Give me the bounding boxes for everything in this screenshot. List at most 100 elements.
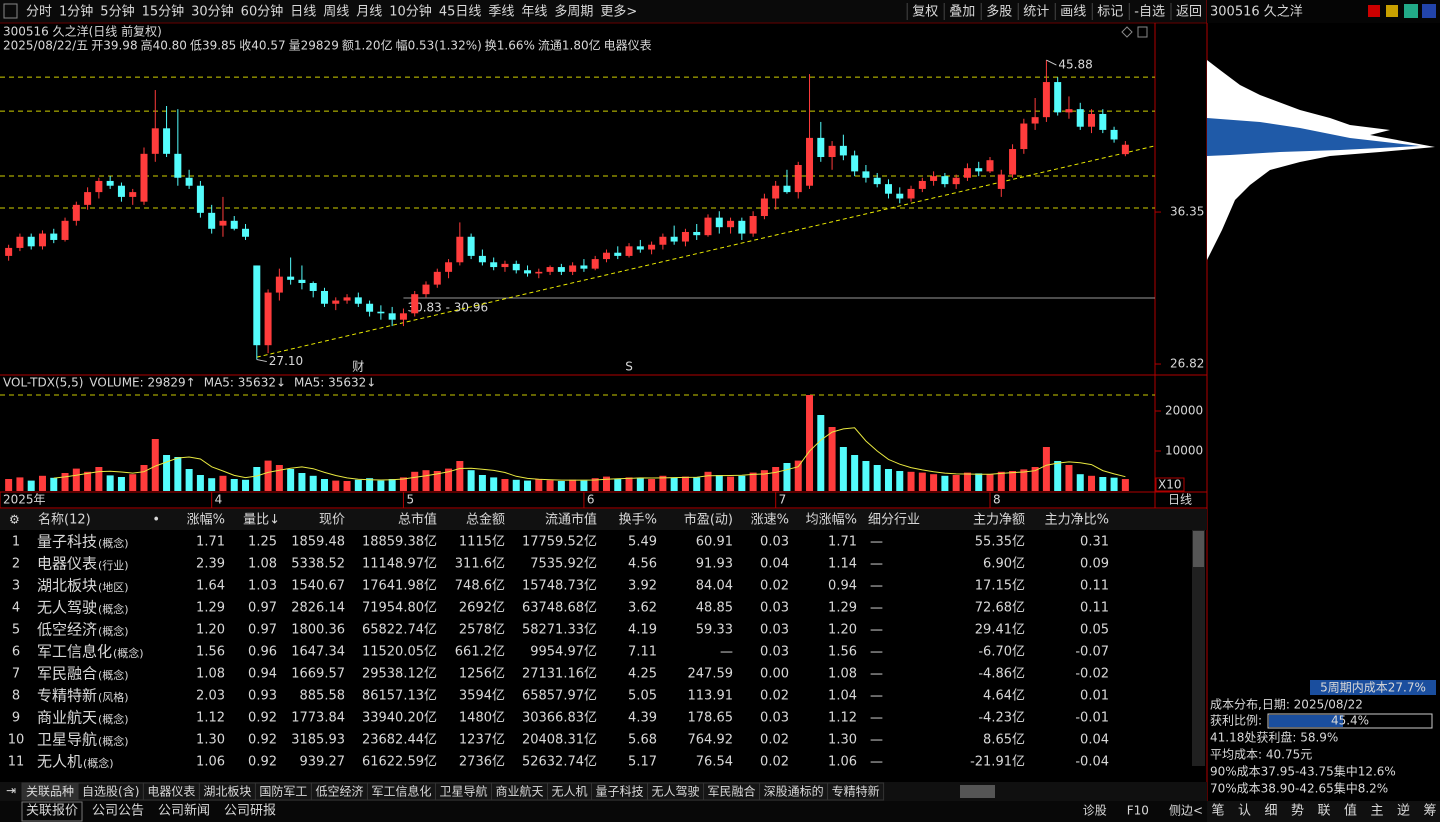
period-tab[interactable]: 多周期 (554, 4, 593, 20)
row-name[interactable]: 军民融合 (37, 665, 97, 683)
group-tab[interactable]: 无人机 (552, 785, 588, 799)
row-name[interactable]: 无人机 (37, 753, 82, 771)
period-tab[interactable]: 15分钟 (142, 4, 185, 20)
period-tab[interactable]: 更多> (600, 4, 637, 20)
table-header[interactable]: 现价 (319, 513, 345, 528)
period-tab[interactable]: 10分钟 (389, 4, 432, 20)
quote-info: 高40.80 (141, 38, 187, 53)
period-tab[interactable]: 周线 (323, 5, 349, 20)
settings-icon[interactable]: ⚙ (9, 513, 20, 527)
toolbar-icon[interactable] (3, 3, 18, 19)
event-marker[interactable]: 财 (352, 360, 364, 374)
table-header[interactable]: 量比↓ (243, 513, 280, 528)
group-tab[interactable]: 专精特新 (832, 784, 880, 799)
event-marker[interactable]: S (625, 360, 633, 374)
side-icon[interactable] (1368, 5, 1380, 17)
tool-button[interactable]: 画线 (1060, 5, 1086, 20)
group-tab[interactable]: 电器仪表 (147, 785, 195, 799)
side-button[interactable]: 笔 (1211, 803, 1224, 819)
tool-button[interactable]: 多股 (986, 4, 1012, 20)
chart-icon[interactable] (1137, 26, 1148, 38)
table-header[interactable]: 涨速% (751, 513, 789, 528)
table-header[interactable]: 换手% (619, 513, 657, 528)
row-name[interactable]: 电器仪表 (37, 555, 97, 573)
period-tab[interactable]: 季线 (488, 5, 514, 20)
group-tab[interactable]: 卫星导航 (439, 784, 487, 799)
period-tab[interactable]: 30分钟 (191, 4, 234, 20)
period-tab[interactable]: 月线 (356, 5, 382, 20)
group-tab[interactable]: 无人驾驶 (652, 784, 700, 799)
row-name[interactable]: 湖北板块 (37, 577, 97, 595)
tabs-icon[interactable]: ⇥ (6, 784, 16, 798)
tool-button[interactable]: 叠加 (949, 5, 975, 20)
side-button[interactable]: 逆 (1397, 803, 1410, 819)
row-name[interactable]: 商业航天 (37, 709, 97, 727)
bottom-tab[interactable]: 公司公告 (92, 804, 144, 819)
bottom-tab[interactable]: 公司研报 (224, 804, 276, 819)
group-tab[interactable]: 军民融合 (708, 784, 756, 799)
side-button[interactable]: 筹 (1423, 803, 1436, 819)
period-tab[interactable]: 1分钟 (59, 4, 93, 20)
chart-icon[interactable] (1121, 26, 1133, 38)
period-tab[interactable]: 日线 (290, 5, 316, 20)
row-name[interactable]: 无人驾驶 (37, 599, 97, 617)
side-button[interactable]: 细 (1264, 804, 1277, 819)
side-icon[interactable] (1422, 4, 1436, 18)
scrollbar-thumb[interactable] (1193, 531, 1204, 567)
tool-button[interactable]: -自选 (1134, 5, 1165, 20)
period-tab[interactable]: 5分钟 (100, 4, 134, 20)
side-button[interactable]: 认 (1238, 804, 1251, 819)
period-tab[interactable]: 分时 (26, 5, 52, 20)
table-header[interactable]: 均涨幅% (806, 513, 857, 528)
row-name[interactable]: 卫星导航 (37, 731, 97, 749)
group-tab[interactable]: 商业航天 (495, 784, 543, 799)
volume-bar (749, 472, 757, 491)
group-tab[interactable]: 深股通标的 (764, 784, 824, 799)
bottom-right-button[interactable]: 侧边< (1169, 804, 1203, 818)
bottom-tab[interactable]: 公司新闻 (158, 803, 210, 819)
table-cell: 29538.12亿 (362, 667, 437, 682)
group-tab[interactable]: 军工信息化 (371, 784, 431, 799)
group-tab[interactable]: 关联品种 (26, 785, 74, 799)
side-icon[interactable] (1386, 5, 1398, 17)
side-button[interactable]: 联 (1317, 804, 1330, 819)
tool-button[interactable]: 统计 (1023, 5, 1049, 20)
group-tab[interactable]: 国防军工 (259, 784, 307, 799)
bottom-right-button[interactable]: 诊股 (1083, 804, 1107, 818)
row-name[interactable]: 专精特新 (37, 687, 97, 705)
y-tick-label: 26.82 (1170, 357, 1204, 371)
table-header[interactable]: 主力净额 (973, 513, 1025, 528)
table-header[interactable]: 市盈(动) (684, 512, 733, 528)
row-name[interactable]: 量子科技 (37, 533, 97, 551)
table-header[interactable]: 总市值 (398, 512, 437, 528)
table-header[interactable]: 名称(12) (38, 512, 91, 528)
table-header[interactable]: 涨幅% (187, 513, 225, 528)
table-cell: 23682.44亿 (362, 733, 437, 748)
period-tab[interactable]: 45日线 (439, 5, 482, 20)
side-button[interactable]: 势 (1291, 803, 1304, 819)
row-name[interactable]: 军工信息化 (37, 643, 112, 661)
tool-button[interactable]: 返回 (1176, 5, 1202, 20)
group-tab[interactable]: 量子科技 (596, 785, 644, 799)
table-header[interactable]: • (152, 513, 160, 528)
candle-body (670, 236, 678, 242)
table-header[interactable]: 总金额 (466, 512, 505, 528)
group-tab[interactable]: 低空经济 (315, 784, 363, 799)
tabs-scroll[interactable] (960, 785, 995, 798)
period-tab[interactable]: 60分钟 (241, 4, 284, 20)
table-header[interactable]: 细分行业 (868, 513, 920, 528)
table-header[interactable]: 主力净比% (1045, 513, 1109, 528)
bottom-right-button[interactable]: F10 (1127, 804, 1149, 818)
tool-button[interactable]: 标记 (1097, 5, 1123, 20)
table-cell: 27131.16亿 (522, 667, 597, 682)
table-header[interactable]: 流通市值 (545, 512, 597, 528)
side-button[interactable]: 主 (1370, 804, 1383, 819)
period-tab[interactable]: 年线 (521, 5, 547, 20)
group-tab[interactable]: 自选股(含) (82, 784, 139, 799)
row-name[interactable]: 低空经济 (37, 621, 97, 639)
bottom-tab[interactable]: 关联报价 (26, 804, 78, 819)
side-button[interactable]: 值 (1344, 803, 1357, 819)
side-icon[interactable] (1404, 4, 1418, 18)
group-tab[interactable]: 湖北板块 (203, 784, 251, 799)
tool-button[interactable]: 复权 (912, 4, 938, 20)
